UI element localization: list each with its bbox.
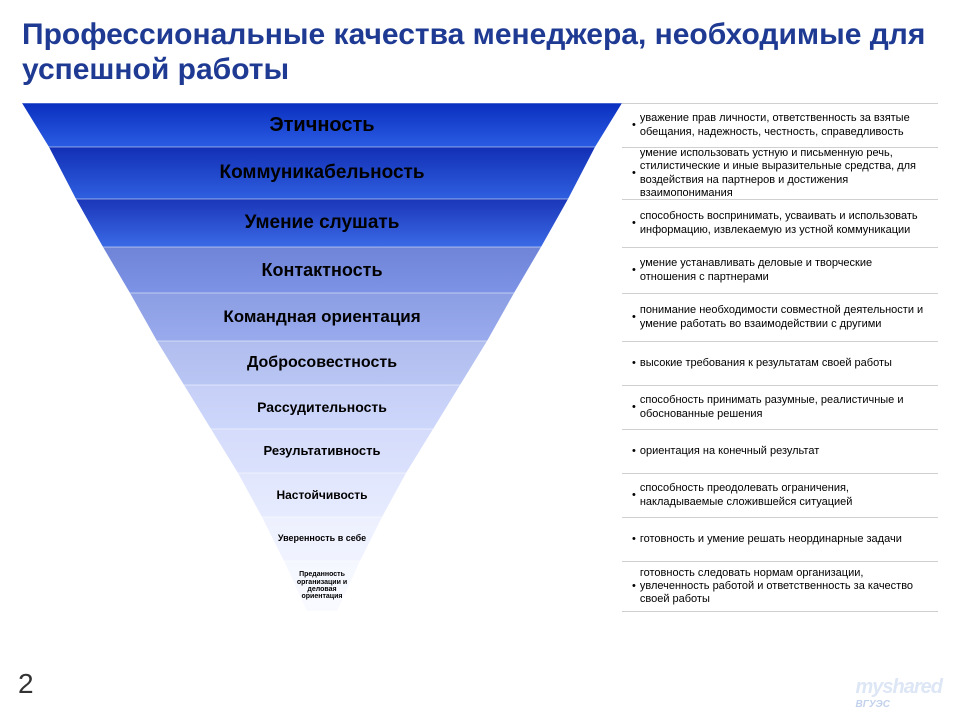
funnel-level: Преданность организации и деловая ориент… bbox=[284, 561, 360, 611]
funnel-level-description: • понимание необходимости совместной деят… bbox=[622, 293, 938, 341]
bullet-icon: • bbox=[632, 445, 636, 458]
funnel-level: Контактность bbox=[103, 247, 541, 293]
description-text: готовность следовать нормам организации,… bbox=[640, 567, 928, 607]
funnel-row: Командная ориентация • понимание необходим… bbox=[22, 293, 938, 341]
page-number: 2 bbox=[18, 668, 34, 700]
funnel-level-description: • готовность и умение решать неординарные… bbox=[622, 517, 938, 561]
funnel-level-label: Умение слушать bbox=[245, 213, 400, 233]
funnel-level: Результативность bbox=[211, 429, 433, 473]
description-text: способность воспринимать, усваивать и ис… bbox=[640, 210, 928, 236]
funnel-level-label: Настойчивость bbox=[276, 489, 367, 502]
description-text: понимание необходимости совместной деяте… bbox=[640, 304, 928, 330]
funnel-level-label: Рассудительность bbox=[257, 400, 387, 415]
funnel-level-description: • умение использовать устную и письменную… bbox=[622, 147, 938, 199]
funnel-level: Добросовестность bbox=[157, 341, 487, 385]
description-text: высокие требования к результатам своей р… bbox=[640, 357, 892, 370]
funnel-row: Настойчивость • способность преодолевать о… bbox=[22, 473, 938, 517]
description-text: способность преодолевать ограничения, на… bbox=[640, 482, 928, 508]
bullet-icon: • bbox=[632, 401, 636, 414]
funnel-level: Командная ориентация bbox=[130, 293, 514, 341]
description-text: умение устанавливать деловые и творчески… bbox=[640, 257, 928, 283]
funnel-row: Умение слушать • способность воспринимать,… bbox=[22, 199, 938, 247]
description-text: готовность и умение решать неординарные … bbox=[640, 533, 902, 546]
funnel-level-description: • высокие требования к результатам своей … bbox=[622, 341, 938, 385]
funnel-level-description: • готовность следовать нормам организации… bbox=[622, 561, 938, 611]
funnel-row: Этичность • уважение прав личности, ответс… bbox=[22, 103, 938, 147]
bullet-icon: • bbox=[632, 489, 636, 502]
funnel-row: Уверенность в себе • готовность и умение р… bbox=[22, 517, 938, 561]
funnel-level-description: • способность принимать разумные, реалист… bbox=[622, 385, 938, 429]
description-text: уважение прав личности, ответственность … bbox=[640, 112, 928, 138]
bullet-icon: • bbox=[632, 119, 636, 132]
funnel-level-description: • способность воспринимать, усваивать и и… bbox=[622, 199, 938, 247]
funnel-level: Этичность bbox=[22, 103, 622, 147]
funnel-level-label: Результативность bbox=[263, 444, 380, 458]
funnel-level: Коммуникабельность bbox=[49, 147, 595, 199]
bullet-icon: • bbox=[632, 264, 636, 277]
description-text: умение использовать устную и письменную … bbox=[640, 147, 928, 200]
funnel-level-description: • уважение прав личности, ответственность… bbox=[622, 103, 938, 147]
funnel-level: Уверенность в себе bbox=[262, 517, 382, 561]
bullet-icon: • bbox=[632, 217, 636, 230]
funnel-level-description: • ориентация на конечный результат bbox=[622, 429, 938, 473]
bullet-icon: • bbox=[632, 580, 636, 593]
funnel-row: Контактность • умение устанавливать деловы… bbox=[22, 247, 938, 293]
funnel-level-label: Командная ориентация bbox=[223, 308, 420, 326]
funnel-level-label: Добросовестность bbox=[247, 355, 397, 372]
funnel-row: Добросовестность • высокие требования к ре… bbox=[22, 341, 938, 385]
funnel-level-label: Преданность организации и деловая ориент… bbox=[290, 571, 354, 600]
funnel-row: Рассудительность • способность принимать р… bbox=[22, 385, 938, 429]
funnel-level-label: Этичность bbox=[269, 115, 374, 136]
funnel-row: Преданность организации и деловая ориент… bbox=[22, 561, 938, 611]
funnel-level-label: Уверенность в себе bbox=[278, 534, 366, 543]
bullet-icon: • bbox=[632, 311, 636, 324]
bullet-icon: • bbox=[632, 533, 636, 546]
funnel-level: Рассудительность bbox=[184, 385, 460, 429]
funnel-row: Коммуникабельность • умение использовать у… bbox=[22, 147, 938, 199]
funnel-level: Настойчивость bbox=[238, 473, 406, 517]
bullet-icon: • bbox=[632, 357, 636, 370]
bullet-icon: • bbox=[632, 167, 636, 180]
funnel-level-label: Коммуникабельность bbox=[219, 163, 424, 183]
funnel-level-description: • умение устанавливать деловые и творческ… bbox=[622, 247, 938, 293]
description-text: способность принимать разумные, реалисти… bbox=[640, 394, 928, 420]
slide-title: Профессиональные качества менеджера, нео… bbox=[22, 18, 938, 87]
funnel-level-description: • способность преодолевать ограничения, н… bbox=[622, 473, 938, 517]
funnel-row: Результативность • ориентация на конечный … bbox=[22, 429, 938, 473]
funnel-level: Умение слушать bbox=[76, 199, 568, 247]
funnel-level-label: Контактность bbox=[261, 261, 382, 280]
funnel-diagram: Этичность • уважение прав личности, ответс… bbox=[22, 103, 938, 683]
description-text: ориентация на конечный результат bbox=[640, 445, 819, 458]
watermark: myshared ВГУЭС bbox=[856, 676, 943, 710]
